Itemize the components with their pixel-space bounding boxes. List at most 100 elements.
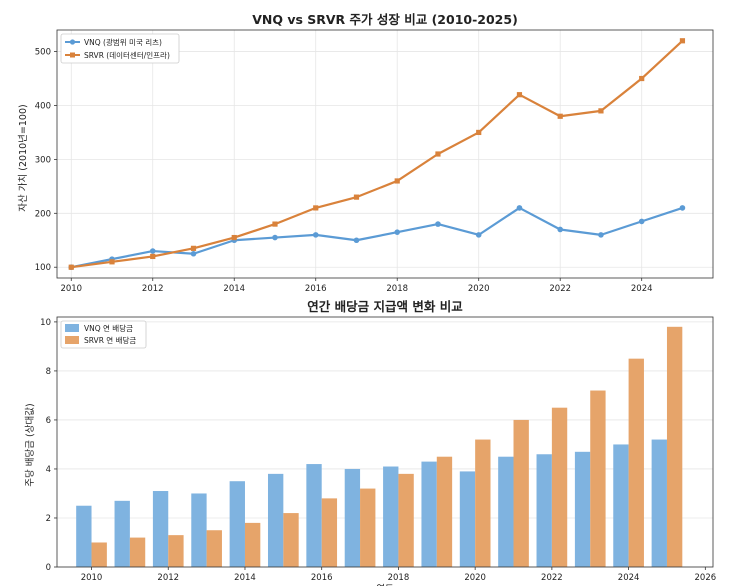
bar-srvr [168,535,184,567]
bar-vnq [613,444,629,567]
bar-vnq [459,471,476,567]
bar-vnq [498,456,514,567]
x-tick-label: 2020 [464,573,486,583]
bar-srvr [436,456,453,567]
legend-vnq-label: VNQ (광범위 미국 리츠) [84,37,162,47]
data-point-vnq [516,205,523,211]
line-chart-y-axis-label: 자산 가치 (2010년=100) [17,104,29,211]
bar-srvr [513,419,529,567]
data-point-srvr [313,205,319,211]
x-tick-label: 2024 [618,573,640,583]
legend-srvr-dividend-label: SRVR 연 배당금 [84,335,136,345]
x-tick-label: 2022 [549,284,571,294]
bar-srvr [628,358,644,567]
data-point-vnq [149,248,156,254]
bar-vnq [536,454,552,567]
bar-srvr [666,326,683,567]
bar-chart-title: 연간 배당금 지급액 변화 비교 [307,299,463,314]
bar-srvr [91,542,107,567]
x-tick-label: 2014 [223,284,245,294]
x-tick-label: 2014 [234,573,256,583]
x-tick-label: 2026 [695,573,717,583]
x-tick-label: 2012 [157,573,179,583]
data-point-srvr [353,194,360,200]
x-tick-label: 2010 [81,573,103,583]
bar-srvr [283,513,299,567]
x-tick-label: 2022 [541,573,563,583]
bar-srvr [398,473,414,567]
data-point-vnq [353,237,360,244]
data-point-vnq [435,221,441,227]
bar-chart-legend: VNQ 연 배당금 SRVR 연 배당금 [60,320,147,349]
bar-vnq [191,493,207,567]
line-chart-legend: VNQ (광범위 미국 리츠) SRVR (데이터센터/인프라) [60,33,180,64]
bar-srvr [551,407,568,567]
bar-srvr [590,390,606,567]
bar-srvr [475,439,491,567]
y-tick-label: 0 [46,563,51,573]
legend-vnq-swatch [65,324,79,332]
x-tick-label: 2018 [388,573,410,583]
legend-srvr-swatch [65,336,79,344]
data-point-srvr [272,221,278,227]
bar-vnq [344,468,361,567]
bar-vnq [229,481,245,567]
x-tick-label: 2020 [468,284,490,294]
legend-srvr-marker [70,52,75,58]
data-point-srvr [150,253,156,260]
data-point-srvr [68,264,74,270]
x-tick-label: 2016 [305,284,327,294]
line-chart-plot-frame [56,29,714,279]
data-point-srvr [109,259,115,265]
y-tick-label: 400 [35,101,51,111]
bar-srvr [321,498,338,567]
bar-srvr [244,522,261,567]
data-point-vnq [475,232,482,238]
data-point-srvr [190,245,197,251]
bar-vnq [76,505,92,567]
y-tick-label: 10 [40,318,51,328]
data-point-vnq [598,232,604,238]
bar-vnq [574,451,591,567]
y-tick-label: 2 [46,514,51,524]
series-line-vnq [71,206,683,269]
bar-chart-y-axis-label: 주당 배당금 (상대값) [24,403,36,486]
line-chart-title: VNQ vs SRVR 주가 성장 비교 (2010-2025) [252,12,518,27]
y-tick-label: 4 [46,465,51,475]
y-tick-label: 8 [46,367,51,377]
data-point-vnq [679,205,686,211]
data-point-srvr [639,75,645,82]
data-point-srvr [394,178,400,184]
bar-vnq [306,464,322,567]
y-tick-label: 500 [35,48,51,58]
bar-vnq [383,466,399,567]
y-tick-label: 6 [46,416,51,426]
bar-vnq [421,461,437,567]
data-point-srvr [598,108,604,114]
data-point-vnq [638,218,645,225]
bar-srvr [129,537,146,567]
data-point-srvr [679,38,686,44]
legend-vnq-marker [69,39,76,45]
data-point-vnq [190,250,197,257]
bar-vnq [651,439,667,567]
data-point-srvr [476,129,482,136]
legend-vnq-dividend-label: VNQ 연 배당금 [84,323,133,333]
x-tick-label: 2018 [386,284,408,294]
data-point-srvr [516,92,523,98]
x-tick-label: 2024 [631,284,653,294]
bar-chart-x-axis-label: 연도 [376,584,394,586]
data-point-vnq [312,232,319,238]
x-tick-label: 2012 [142,284,164,294]
y-tick-label: 100 [35,263,51,273]
x-tick-label: 2016 [311,573,333,583]
data-point-vnq [394,229,401,235]
data-point-vnq [557,226,564,233]
bar-vnq [152,491,169,567]
line-chart: VNQ vs SRVR 주가 성장 비교 (2010-2025) 자산 가치 (… [17,12,714,294]
data-point-srvr [557,113,563,119]
data-point-srvr [231,234,237,241]
data-point-vnq [272,234,278,241]
bar-vnq [267,473,284,567]
